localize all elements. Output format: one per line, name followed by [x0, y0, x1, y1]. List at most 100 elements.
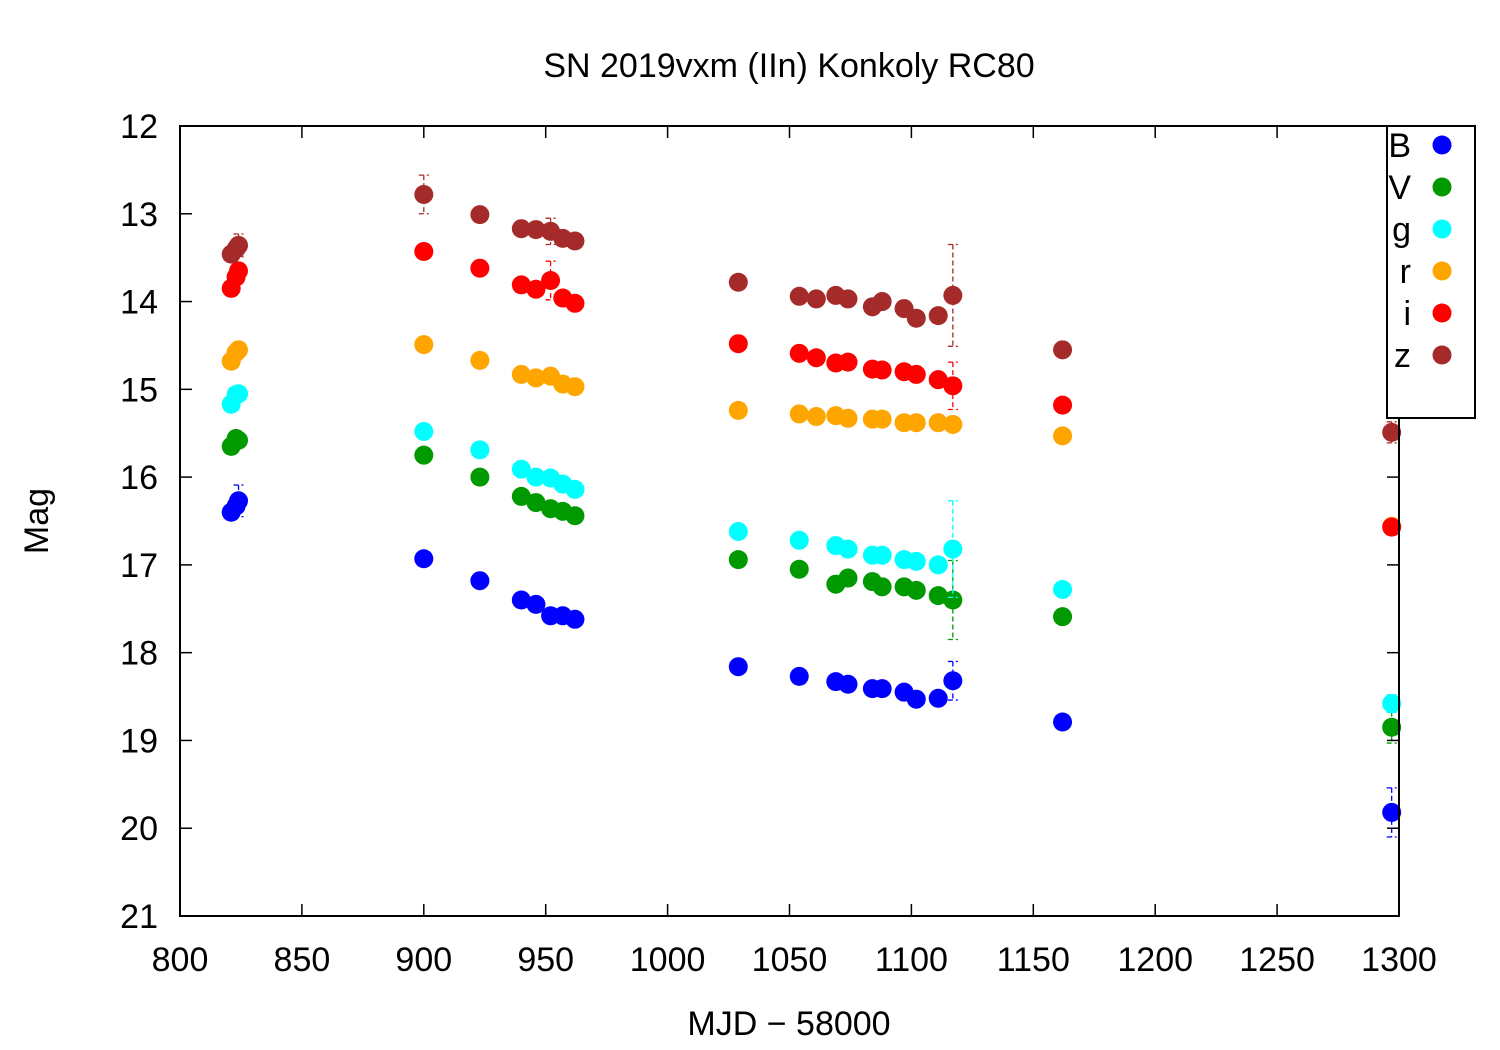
data-point-r [511, 364, 531, 384]
data-point-z [928, 306, 948, 326]
data-point-i [526, 279, 546, 299]
plot-frame [179, 125, 1400, 917]
data-point-B [526, 594, 546, 614]
data-point-z [470, 205, 490, 225]
x-tick-label: 800 [152, 941, 209, 979]
data-point-i [1382, 517, 1402, 537]
data-point-r [872, 409, 892, 429]
data-point-i [838, 352, 858, 372]
data-point-V [872, 577, 892, 597]
data-point-z [906, 308, 926, 328]
data-point-g [229, 384, 249, 404]
data-point-i [565, 293, 585, 313]
y-tick-label: 19 [120, 722, 158, 760]
data-point-z [728, 272, 748, 292]
x-tick-label: 850 [274, 941, 331, 979]
data-point-i [943, 376, 963, 396]
data-point-i [872, 360, 892, 380]
x-axis: 800 850 900 950 1000 1050 1100 1150 1200 1250 1300 [152, 126, 1437, 979]
legend-label: B [1388, 127, 1411, 165]
data-point-V [511, 486, 531, 506]
data-point-i [1053, 395, 1073, 415]
data-point-V [728, 550, 748, 570]
y-tick-label: 12 [120, 108, 158, 146]
data-point-g [906, 551, 926, 571]
legend-label: z [1394, 337, 1411, 375]
series-i [221, 242, 1402, 537]
legend-marker [1432, 177, 1452, 197]
data-point-g [1382, 694, 1402, 714]
data-point-g [565, 479, 585, 499]
data-point-B [229, 491, 249, 511]
series-z [221, 174, 1402, 444]
data-point-B [511, 590, 531, 610]
data-point-r [806, 407, 826, 427]
data-point-B [470, 571, 490, 591]
data-point-V [906, 580, 926, 600]
data-point-g [1053, 579, 1073, 599]
legend-label: i [1403, 295, 1411, 333]
data-point-z [1382, 422, 1402, 442]
legend-marker [1432, 345, 1452, 365]
data-point-r [565, 377, 585, 397]
data-point-r [414, 335, 434, 355]
data-point-i [414, 242, 434, 262]
data-point-g [943, 539, 963, 559]
data-point-V [526, 493, 546, 513]
data-point-V [943, 590, 963, 610]
x-tick-label: 1100 [875, 941, 948, 979]
data-point-V [1053, 607, 1073, 627]
x-tick-label: 1250 [1239, 941, 1315, 979]
y-tick-label: 20 [120, 810, 158, 848]
data-point-r [943, 414, 963, 434]
y-tick-label: 21 [120, 898, 158, 936]
data-point-V [928, 586, 948, 606]
data-point-r [728, 400, 748, 420]
data-point-V [229, 430, 249, 450]
legend-label: r [1400, 253, 1411, 291]
legend-item-g: g [1392, 211, 1452, 249]
legend-label: V [1388, 169, 1411, 207]
data-point-B [838, 674, 858, 694]
data-point-g [511, 459, 531, 479]
data-point-i [906, 364, 926, 384]
data-point-V [789, 559, 809, 579]
y-tick-label: 17 [120, 547, 158, 585]
data-point-i [470, 258, 490, 278]
data-point-B [789, 666, 809, 686]
y-tick-label: 14 [120, 284, 158, 322]
data-point-r [906, 413, 926, 433]
series-V [221, 428, 1402, 744]
data-point-B [1382, 802, 1402, 822]
data-point-B [943, 671, 963, 691]
legend-marker [1432, 303, 1452, 323]
data-point-i [511, 275, 531, 295]
x-tick-label: 1150 [997, 941, 1070, 979]
x-tick-label: 1000 [630, 941, 706, 979]
data-point-z [414, 184, 434, 204]
data-point-z [229, 235, 249, 255]
data-point-i [789, 343, 809, 363]
y-tick-label: 15 [120, 371, 158, 409]
y-tick-label: 16 [120, 459, 158, 497]
legend-marker [1432, 135, 1452, 155]
data-point-B [1053, 712, 1073, 732]
y-axis-label: Mag [18, 488, 56, 554]
data-point-B [414, 549, 434, 569]
plot-area [179, 125, 1402, 917]
error-bar [233, 484, 244, 518]
data-point-r [1053, 426, 1073, 446]
data-point-z [526, 220, 546, 240]
data-point-B [906, 689, 926, 709]
data-point-B [728, 657, 748, 677]
data-point-g [872, 545, 892, 565]
y-tick-label: 18 [120, 635, 158, 673]
data-point-V [414, 445, 434, 465]
data-point-g [838, 539, 858, 559]
x-tick-label: 1300 [1361, 941, 1437, 979]
data-point-z [943, 285, 963, 305]
data-point-z [511, 219, 531, 239]
series-g [221, 384, 1402, 714]
x-tick-label: 950 [517, 941, 574, 979]
